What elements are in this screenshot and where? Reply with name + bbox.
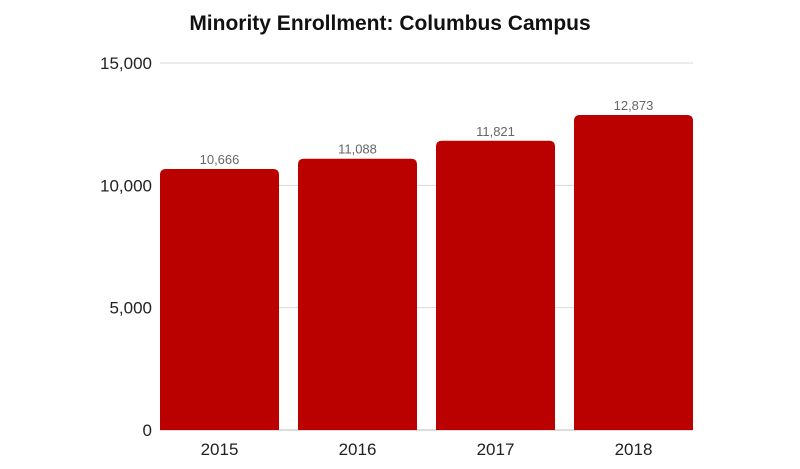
x-tick-label: 2017 (477, 440, 515, 459)
x-tick-label: 2018 (615, 440, 653, 459)
chart-title: Minority Enrollment: Columbus Campus (189, 12, 590, 35)
y-tick-label: 0 (143, 421, 152, 440)
data-label: 11,088 (338, 142, 377, 157)
x-axis: 2015 2016 2017 2018 (201, 440, 653, 459)
data-label: 10,666 (200, 152, 240, 167)
x-tick-label: 2015 (201, 440, 239, 459)
bar-2015 (160, 169, 279, 431)
bar-2016 (298, 158, 417, 430)
y-tick-label: 5,000 (109, 299, 152, 318)
data-label: 12,873 (614, 98, 654, 113)
data-label: 11,821 (476, 124, 515, 139)
bars: 10,666 11,088 11,821 12,873 (160, 98, 693, 431)
bar-2018 (574, 115, 693, 431)
bar-2017 (436, 140, 555, 430)
y-tick-label: 15,000 (100, 54, 152, 73)
y-axis: 0 5,000 10,000 15,000 (100, 54, 152, 440)
y-tick-label: 10,000 (100, 176, 152, 195)
x-tick-label: 2016 (339, 440, 377, 459)
